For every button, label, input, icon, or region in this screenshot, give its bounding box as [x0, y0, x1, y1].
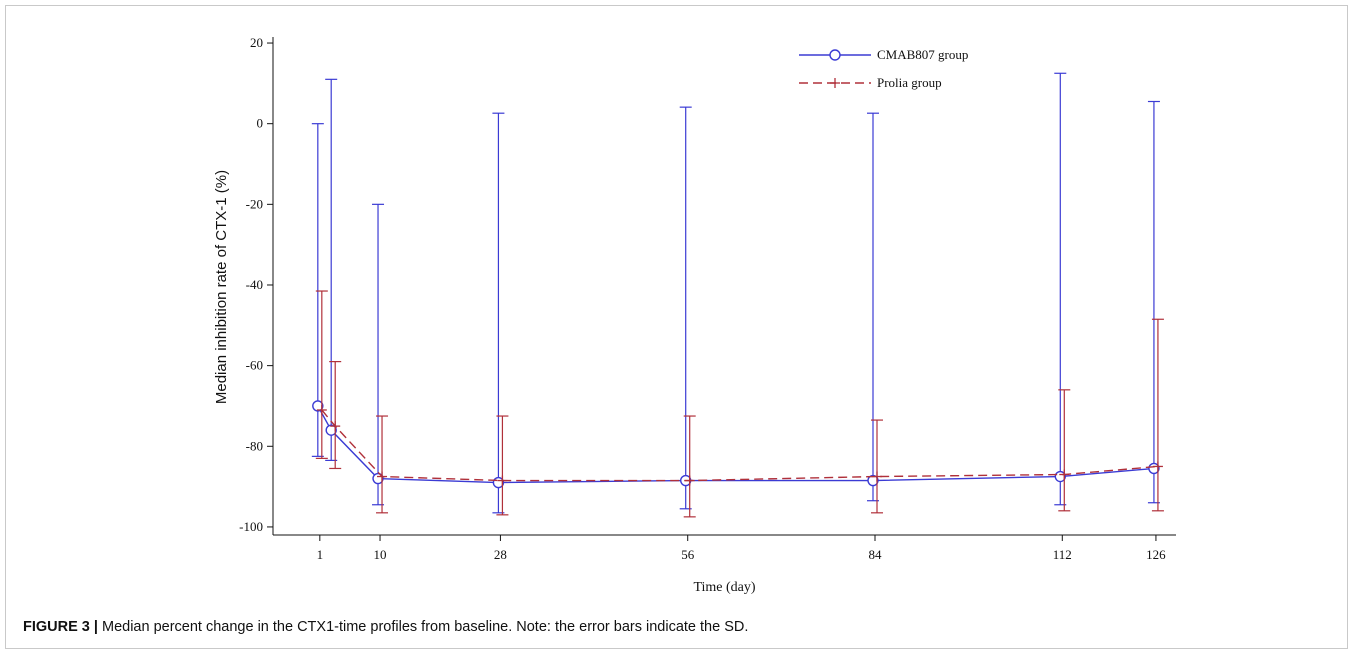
y-tick-label: -40: [246, 277, 263, 292]
data-point: [330, 421, 341, 432]
axes: 20 0 -20 -40 -60 -80 -100 1 10 28 56 84 112 126: [239, 35, 1176, 562]
data-point: [1059, 469, 1070, 480]
data-point: [377, 471, 388, 482]
legend-item: CMAB807 group: [799, 47, 968, 62]
error-bar: [376, 415, 389, 514]
error-bar: [315, 290, 328, 459]
x-tick-label: 1: [317, 547, 324, 562]
y-tick-label: -100: [239, 519, 263, 534]
x-axis-title: Time (day): [693, 580, 755, 595]
figure-frame: 20 0 -20 -40 -60 -80 -100 1 10 28 56 84 112 126 CMAB8…: [5, 5, 1348, 649]
x-tick-label: 126: [1146, 547, 1166, 562]
legend: CMAB807 group Prolia group: [799, 47, 968, 90]
series-layer: [311, 72, 1164, 518]
caption-text: Median percent change in the CTX1-time p…: [102, 619, 749, 635]
data-point: [867, 474, 879, 487]
series-line: [321, 409, 1158, 482]
y-tick-label: 0: [257, 116, 264, 131]
legend-marker: [830, 78, 840, 88]
x-tick-label: 112: [1053, 547, 1072, 562]
data-point: [316, 404, 327, 415]
legend-item: Prolia group: [799, 75, 942, 90]
legend-label: CMAB807 group: [877, 47, 968, 62]
error-bar: [1058, 389, 1071, 512]
x-tick-label: 56: [681, 547, 695, 562]
data-point: [325, 424, 337, 436]
figure-caption: FIGURE 3 | Median percent change in the …: [23, 619, 1343, 635]
y-tick-label: -20: [246, 196, 263, 211]
x-tick-label: 84: [869, 547, 883, 562]
series-line: [317, 405, 1154, 484]
x-tick-label: 28: [494, 547, 507, 562]
data-point: [684, 475, 695, 486]
data-point: [497, 475, 508, 486]
data-point: [312, 400, 324, 412]
error-bar: [1151, 318, 1164, 512]
chart: 20 0 -20 -40 -60 -80 -100 1 10 28 56 84 112 126 CMAB8…: [213, 35, 1176, 595]
y-tick-label: -60: [246, 358, 263, 373]
y-tick-label: -80: [246, 438, 263, 453]
x-tick-label: 10: [374, 547, 387, 562]
legend-label: Prolia group: [877, 75, 942, 90]
error-bar: [496, 415, 509, 516]
data-point: [872, 471, 882, 482]
data-point: [1152, 461, 1163, 472]
error-bar: [329, 361, 342, 470]
legend-marker: [829, 49, 841, 61]
y-tick-label: 20: [250, 35, 263, 50]
error-bar: [683, 415, 696, 518]
figure-label: FIGURE 3 |: [23, 619, 98, 635]
series-cmab807: [311, 72, 1160, 514]
error-bar: [871, 419, 883, 514]
series-prolia: [315, 290, 1164, 518]
y-axis-title: Median inhibition rate of CTX-1 (%): [213, 170, 230, 404]
